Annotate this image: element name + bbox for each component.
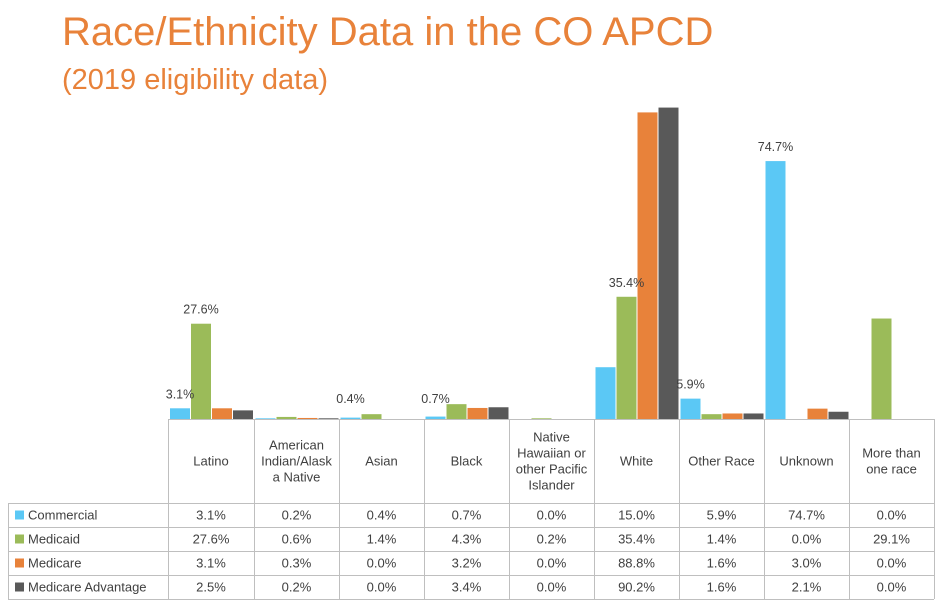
bar-medicaid-6: [701, 414, 722, 419]
category-label: Latino: [193, 454, 228, 469]
category-label: More than one race: [862, 446, 921, 477]
bar-medicare-advantage-3: [488, 407, 509, 419]
table-cell: 0.2%: [537, 532, 567, 547]
bar-medicaid-0: [191, 323, 211, 419]
category-label: Other Race: [688, 454, 754, 469]
series-name: Medicare: [28, 556, 81, 571]
bars-layer: [170, 107, 892, 420]
bar-medicaid-8: [871, 318, 892, 419]
category-label: Asian: [365, 454, 398, 469]
table-cell: 2.1%: [792, 580, 822, 595]
bar-commercial-0: [170, 408, 190, 419]
legend-key-medicare-advantage: [15, 582, 24, 592]
bar-medicare-0: [212, 408, 232, 419]
bar-medicare-7: [807, 408, 828, 419]
data-label: 74.7%: [758, 140, 793, 154]
data-label: 3.1%: [166, 387, 195, 401]
legend-key-medicaid: [15, 534, 24, 544]
bar-commercial-6: [680, 398, 701, 419]
chart-subtitle: (2019 eligibility data): [62, 64, 328, 96]
category-label: American Indian/Alask a Native: [261, 438, 332, 485]
table-cell: 27.6%: [193, 532, 230, 547]
table-cell: 0.2%: [282, 508, 312, 523]
bar-commercial-7: [765, 161, 786, 419]
bar-medicaid-2: [361, 414, 382, 419]
bar-medicare-advantage-1: [318, 418, 339, 419]
data-label: 0.7%: [421, 392, 450, 406]
table-cell: 0.0%: [537, 580, 567, 595]
table-cell: 5.9%: [707, 508, 737, 523]
table-cell: 0.0%: [367, 580, 397, 595]
table-cell: 0.3%: [282, 556, 312, 571]
legend-key-commercial: [15, 510, 24, 520]
bar-commercial-2: [340, 417, 361, 419]
data-table: Latino American Indian/Alask a Native Asian B…: [8, 419, 935, 600]
bar-commercial-5: [595, 367, 616, 419]
category-label: Black: [451, 454, 483, 469]
bar-medicare-1: [297, 417, 318, 419]
table-cell: 0.2%: [282, 580, 312, 595]
table-cell: 0.4%: [367, 508, 397, 523]
table-cell: 3.2%: [452, 556, 482, 571]
table-cell: 74.7%: [788, 508, 825, 523]
bar-medicare-3: [467, 407, 488, 419]
data-label: 35.4%: [609, 276, 644, 290]
series-name: Commercial: [28, 508, 97, 523]
table-cell: 88.8%: [618, 556, 655, 571]
series-name: Medicare Advantage: [28, 580, 147, 595]
table-cell: 0.0%: [877, 580, 907, 595]
table-cell: 3.1%: [196, 556, 226, 571]
table-cell: 2.5%: [196, 580, 226, 595]
data-label: 5.9%: [676, 378, 705, 392]
category-label: Unknown: [779, 454, 833, 469]
table-cell: 0.0%: [792, 532, 822, 547]
bar-medicaid-3: [446, 404, 467, 419]
bar-medicare-5: [637, 112, 658, 420]
bar-medicaid-1: [276, 416, 297, 419]
bar-medicare-advantage-6: [743, 413, 764, 419]
table-cell: 1.6%: [707, 556, 737, 571]
bar-medicare-advantage-7: [828, 411, 849, 419]
data-label: 27.6%: [183, 303, 218, 317]
table-cell: 4.3%: [452, 532, 482, 547]
bar-medicare-advantage-0: [233, 410, 253, 419]
table-cell: 1.6%: [707, 580, 737, 595]
bar-medicaid-5: [616, 296, 637, 419]
table-cell: 3.4%: [452, 580, 482, 595]
table-cell: 15.0%: [618, 508, 655, 523]
table-cell: 0.0%: [877, 508, 907, 523]
bar-commercial-3: [425, 416, 446, 419]
bar-medicare-advantage-5: [658, 107, 679, 419]
table-cell: 3.1%: [196, 508, 226, 523]
bar-commercial-1: [255, 418, 276, 419]
table-cell: 1.4%: [707, 532, 737, 547]
table-cell: 90.2%: [618, 580, 655, 595]
chart-title: Race/Ethnicity Data in the CO APCD: [62, 10, 714, 54]
table-cell: 29.1%: [873, 532, 910, 547]
table-cell: 0.0%: [537, 508, 567, 523]
table-cell: 35.4%: [618, 532, 655, 547]
table-cell: 0.0%: [537, 556, 567, 571]
legend-key-medicare: [15, 558, 24, 568]
bar-medicare-6: [722, 413, 743, 419]
table-cell: 0.6%: [282, 532, 312, 547]
series-name: Medicaid: [28, 532, 80, 547]
table-cell: 0.0%: [877, 556, 907, 571]
category-label: Native Hawaiian or other Pacific Islander: [516, 430, 588, 493]
category-label: White: [620, 454, 653, 469]
table-cell: 3.0%: [792, 556, 822, 571]
table-cell: 0.7%: [452, 508, 482, 523]
data-label: 0.4%: [336, 392, 365, 406]
table-cell: 1.4%: [367, 532, 397, 547]
data-labels-layer: 3.1% 27.6% 0.4% 0.7% 35.4% 5.9% 74.7%: [166, 140, 793, 406]
bar-medicaid-4: [531, 418, 552, 419]
table-cell: 0.0%: [367, 556, 397, 571]
